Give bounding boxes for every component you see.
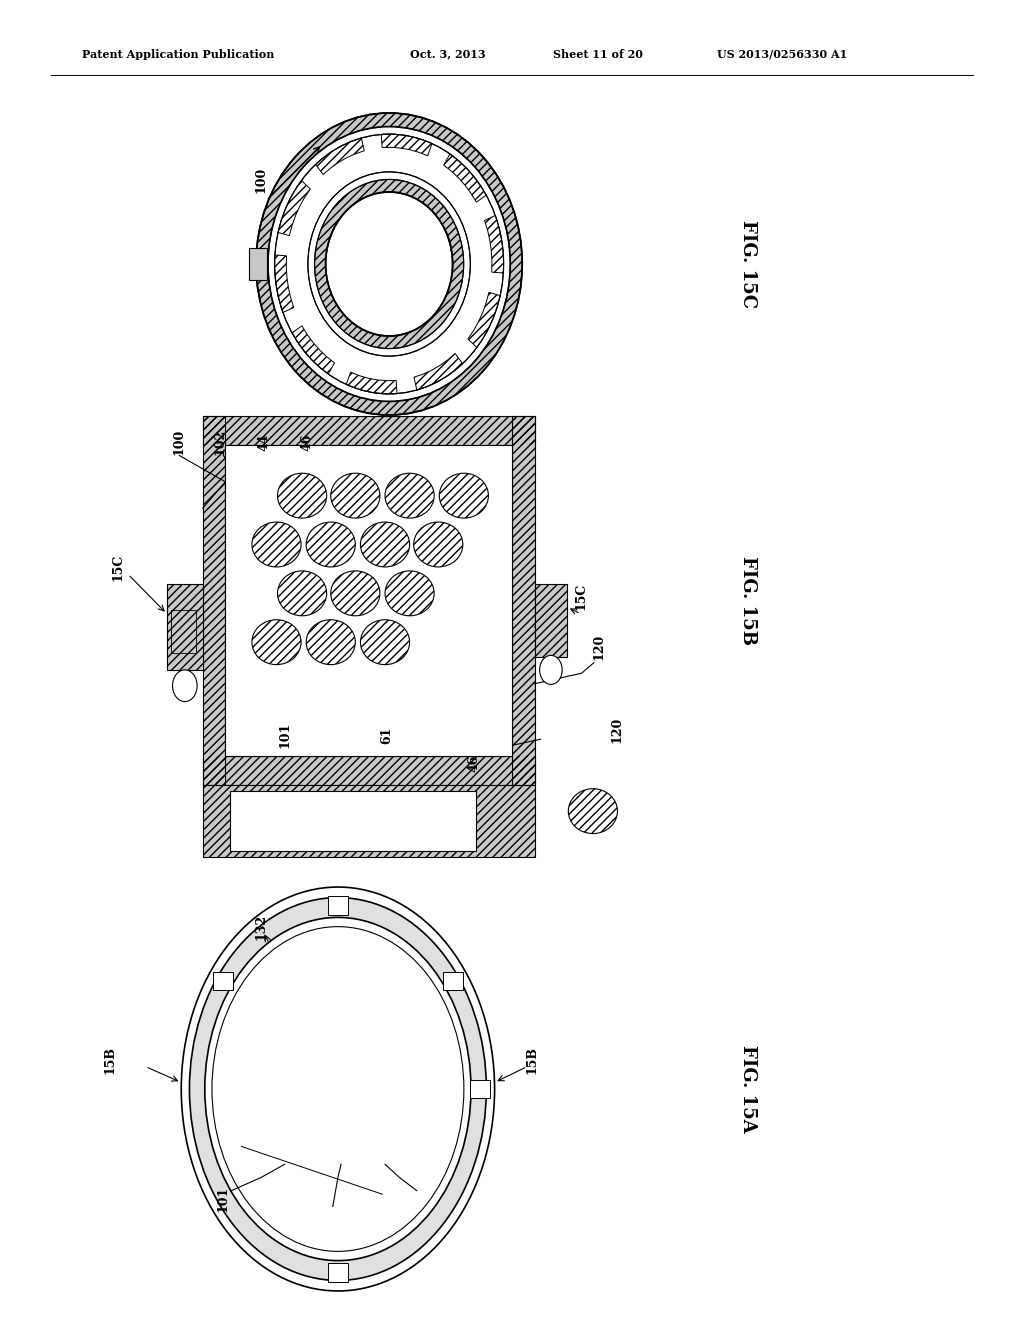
Polygon shape <box>414 354 463 389</box>
Circle shape <box>189 898 486 1280</box>
Bar <box>203 755 535 784</box>
Bar <box>203 784 535 858</box>
Text: 120: 120 <box>611 717 624 743</box>
Polygon shape <box>443 154 486 202</box>
Bar <box>203 417 225 784</box>
Text: Sheet 11 of 20: Sheet 11 of 20 <box>553 49 643 59</box>
Ellipse shape <box>385 473 434 519</box>
Text: FIG. 15B: FIG. 15B <box>738 556 757 645</box>
Polygon shape <box>279 181 310 235</box>
Text: 120: 120 <box>593 634 605 660</box>
Bar <box>171 610 196 652</box>
Text: Oct. 3, 2013: Oct. 3, 2013 <box>410 49 485 59</box>
Ellipse shape <box>414 521 463 566</box>
Text: 52: 52 <box>317 1208 330 1226</box>
Polygon shape <box>468 293 500 347</box>
Bar <box>225 445 512 755</box>
Ellipse shape <box>252 619 301 665</box>
Ellipse shape <box>360 619 410 665</box>
Circle shape <box>540 656 562 685</box>
Text: 102: 102 <box>214 429 226 455</box>
Circle shape <box>172 669 197 702</box>
Bar <box>203 755 535 784</box>
Bar <box>213 972 233 990</box>
Ellipse shape <box>308 172 470 356</box>
Circle shape <box>181 887 495 1291</box>
Ellipse shape <box>331 473 380 519</box>
Text: 15C: 15C <box>574 583 587 610</box>
Ellipse shape <box>274 135 504 393</box>
Bar <box>249 248 267 280</box>
Text: 46: 46 <box>468 754 480 772</box>
Ellipse shape <box>278 570 327 615</box>
Ellipse shape <box>268 127 510 401</box>
Text: 61: 61 <box>381 726 393 744</box>
Circle shape <box>205 917 471 1261</box>
Ellipse shape <box>439 473 488 519</box>
Bar <box>442 972 463 990</box>
Ellipse shape <box>252 521 301 566</box>
Bar <box>230 791 476 850</box>
Text: 15C: 15C <box>112 554 124 581</box>
Ellipse shape <box>385 570 434 615</box>
Text: 101: 101 <box>217 1185 229 1212</box>
Bar <box>203 416 535 445</box>
Text: 46: 46 <box>301 433 313 451</box>
Ellipse shape <box>256 114 522 414</box>
Bar <box>167 583 203 671</box>
Polygon shape <box>484 215 504 273</box>
Bar <box>535 583 567 656</box>
Circle shape <box>212 927 464 1251</box>
Bar <box>171 610 196 652</box>
Ellipse shape <box>360 521 410 566</box>
Text: 100: 100 <box>255 166 267 193</box>
Bar <box>203 784 535 858</box>
Bar <box>535 583 567 656</box>
Text: 113: 113 <box>556 585 566 609</box>
Text: 44: 44 <box>258 433 270 451</box>
Text: Patent Application Publication: Patent Application Publication <box>82 49 274 59</box>
Polygon shape <box>315 139 365 174</box>
Ellipse shape <box>306 619 355 665</box>
Polygon shape <box>274 255 294 313</box>
Text: 132: 132 <box>255 913 267 940</box>
Bar <box>512 417 535 784</box>
Bar <box>328 896 348 915</box>
Text: 15B: 15B <box>103 1045 116 1074</box>
Ellipse shape <box>278 473 327 519</box>
Text: 120: 120 <box>419 1185 431 1212</box>
Text: US 2013/0256330 A1: US 2013/0256330 A1 <box>717 49 847 59</box>
Text: FIG. 15C: FIG. 15C <box>738 220 757 308</box>
Text: FIG. 15A: FIG. 15A <box>738 1045 757 1133</box>
Bar <box>203 417 225 784</box>
Bar <box>203 416 535 445</box>
Polygon shape <box>381 135 432 156</box>
Ellipse shape <box>314 180 464 348</box>
Ellipse shape <box>568 788 617 834</box>
Bar <box>470 1080 490 1098</box>
Ellipse shape <box>326 191 453 337</box>
Bar <box>328 1263 348 1282</box>
Ellipse shape <box>306 521 355 566</box>
Bar <box>512 417 535 784</box>
Ellipse shape <box>331 570 380 615</box>
Polygon shape <box>346 372 397 393</box>
Text: 15B: 15B <box>526 1045 539 1074</box>
Polygon shape <box>292 326 335 374</box>
Text: 100: 100 <box>173 429 185 455</box>
Bar <box>167 583 203 671</box>
Text: 101: 101 <box>279 722 291 748</box>
